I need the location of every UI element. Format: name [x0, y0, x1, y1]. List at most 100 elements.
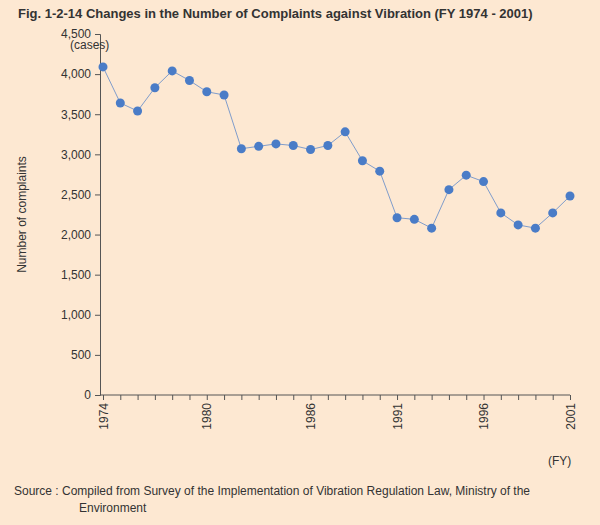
data-point — [202, 87, 211, 96]
y-axis-title: Number of complaints — [15, 156, 29, 273]
x-axis-line — [100, 395, 570, 396]
y-unit: (cases) — [70, 38, 109, 52]
x-tick — [362, 395, 363, 400]
x-tick-mark — [120, 395, 121, 400]
y-tick-mark — [95, 235, 100, 236]
x-tick — [553, 395, 554, 400]
y-tick-label: 1,500 — [61, 268, 91, 282]
x-tick-mark — [328, 395, 329, 400]
x-tick-mark — [362, 395, 363, 400]
x-tick-mark — [501, 395, 502, 400]
data-point — [548, 208, 557, 217]
x-tick — [138, 395, 139, 400]
data-point — [271, 139, 280, 148]
x-tick — [172, 395, 173, 400]
x-tick-mark — [311, 395, 312, 400]
y-tick: 4,000 — [61, 67, 100, 81]
x-axis: 1974 1980 1986 1991 1996 2001 — [97, 395, 578, 430]
x-tick — [224, 395, 225, 400]
x-tick-mark — [224, 395, 225, 400]
y-tick-label: 2,500 — [61, 188, 91, 202]
y-axis-line — [95, 35, 101, 396]
x-tick — [293, 395, 294, 400]
x-tick-label: 1986 — [304, 403, 318, 430]
data-point — [220, 90, 229, 99]
plot-marks — [99, 62, 575, 232]
x-tick-label: 1996 — [477, 403, 491, 430]
x-tick — [189, 395, 190, 400]
x-tick-mark — [276, 395, 277, 400]
x-tick-mark — [189, 395, 190, 400]
data-point — [566, 192, 575, 201]
y-tick-label: 2,000 — [61, 228, 91, 242]
x-tick-mark — [345, 395, 346, 400]
x-tick-mark — [466, 395, 467, 400]
x-tick — [345, 395, 346, 400]
y-tick-label: 3,000 — [61, 148, 91, 162]
series-line — [103, 67, 570, 228]
data-point — [341, 127, 350, 136]
x-tick — [120, 395, 121, 400]
x-tick — [501, 395, 502, 400]
y-tick-label: 3,500 — [61, 108, 91, 122]
x-tick-mark — [380, 395, 381, 400]
x-tick-mark — [535, 395, 536, 400]
data-point — [133, 107, 142, 116]
x-tick: 1986 — [304, 395, 318, 430]
x-tick-mark — [518, 395, 519, 400]
x-tick-mark — [414, 395, 415, 400]
x-tick — [432, 395, 433, 400]
x-tick-mark — [570, 395, 571, 400]
y-tick-mark — [95, 395, 100, 396]
y-tick-label: 4,000 — [61, 67, 91, 81]
x-tick-mark — [449, 395, 450, 400]
y-tick: 1,000 — [61, 308, 100, 322]
x-tick — [328, 395, 329, 400]
y-tick-mark — [95, 154, 100, 155]
x-tick — [414, 395, 415, 400]
x-tick-label: 1974 — [97, 403, 111, 430]
y-tick: 3,000 — [61, 148, 100, 162]
x-tick — [241, 395, 242, 400]
x-tick-label: 1980 — [200, 403, 214, 430]
x-tick-mark — [259, 395, 260, 400]
y-tick-mark — [95, 114, 100, 115]
x-tick-mark — [293, 395, 294, 400]
x-tick-label: 1991 — [391, 403, 405, 430]
y-axis: 05001,0001,5002,0002,5003,0003,5004,0004… — [61, 27, 101, 402]
y-tick: 2,500 — [61, 188, 100, 202]
data-point — [375, 167, 384, 176]
x-tick-mark — [103, 395, 104, 400]
data-point — [185, 76, 194, 85]
y-tick-mark — [95, 275, 100, 276]
x-tick-mark — [484, 395, 485, 400]
x-tick — [155, 395, 156, 400]
x-tick: 2001 — [564, 395, 578, 430]
y-tick: 3,500 — [61, 108, 100, 122]
chart: Fig. 1-2-14 Changes in the Number of Com… — [0, 0, 600, 525]
data-point — [393, 213, 402, 222]
source: Environment — [79, 501, 147, 515]
y-tick: 2,000 — [61, 228, 100, 242]
x-tick — [449, 395, 450, 400]
data-point — [410, 215, 419, 224]
data-point — [323, 141, 332, 150]
x-tick-label: 2001 — [564, 403, 578, 430]
data-point — [514, 220, 523, 229]
x-axis-title: (FY) — [548, 454, 571, 468]
x-tick — [518, 395, 519, 400]
data-point — [462, 171, 471, 180]
x-tick: 1974 — [97, 395, 111, 430]
x-tick — [535, 395, 536, 400]
x-tick-mark — [155, 395, 156, 400]
y-tick-label: 500 — [71, 348, 91, 362]
y-tick: 0 — [84, 388, 100, 402]
y-tick-mark — [95, 74, 100, 75]
title: Fig. 1-2-14 Changes in the Number of Com… — [18, 6, 533, 21]
y-tick-mark — [95, 194, 100, 195]
x-tick — [380, 395, 381, 400]
y-tick-label: 0 — [84, 388, 91, 402]
data-point — [99, 62, 108, 71]
x-tick-mark — [207, 395, 208, 400]
x-tick: 1996 — [477, 395, 491, 430]
